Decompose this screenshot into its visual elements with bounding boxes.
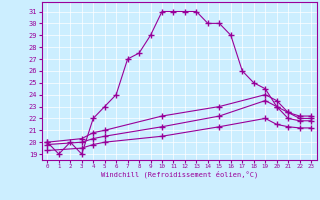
X-axis label: Windchill (Refroidissement éolien,°C): Windchill (Refroidissement éolien,°C) (100, 171, 258, 178)
